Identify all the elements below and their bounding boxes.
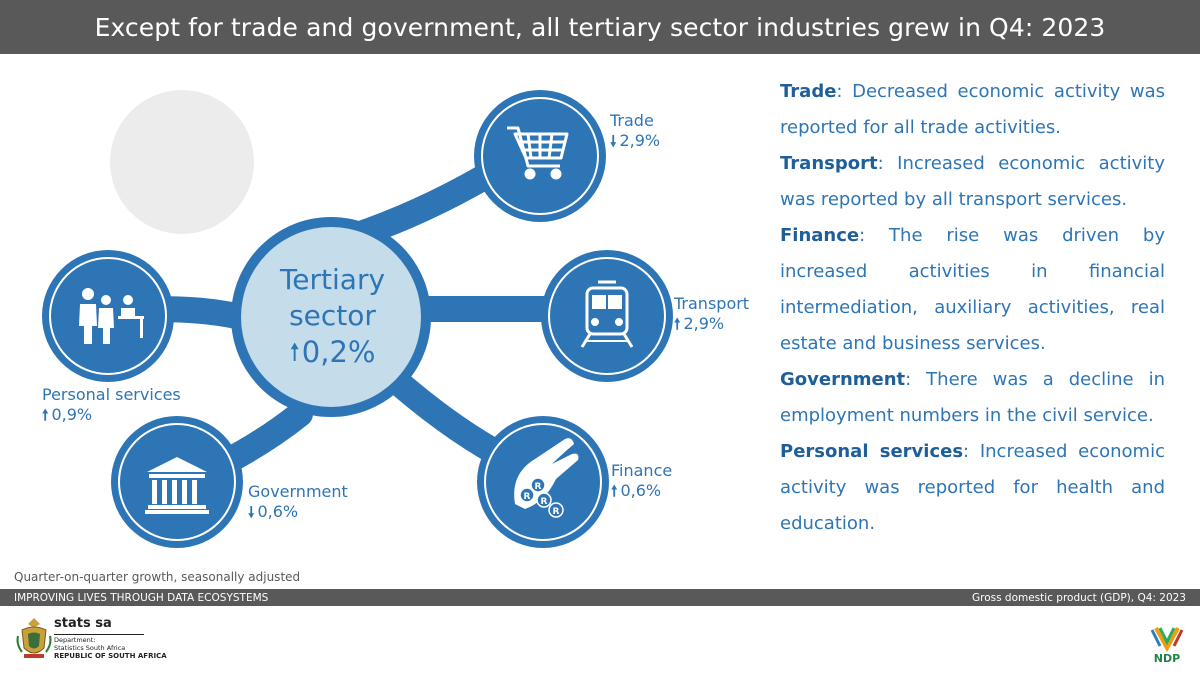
ndp-logo-icon: NDP (1150, 627, 1184, 665)
svg-text:R: R (535, 482, 542, 492)
center-circle-inner (241, 227, 421, 407)
description-government: Government: There was a decline in emplo… (780, 369, 1165, 426)
government-building-icon (145, 457, 209, 514)
arrow-up-icon: 🠕 (42, 406, 49, 424)
center-title-line2: sector (289, 299, 376, 332)
finance-node: R R R R (477, 416, 609, 548)
sector-descriptions: Trade: Decreased economic activity was r… (780, 74, 1165, 542)
personal-services-node (42, 250, 174, 382)
shopping-cart-icon (507, 126, 569, 180)
logo-dept-line2: Statistics South Africa (54, 643, 126, 652)
segment-name: Transport (674, 294, 750, 313)
diagram-graphic: R R R R (42, 90, 673, 548)
description-trade: Trade: Decreased economic activity was r… (780, 81, 1165, 138)
tertiary-sector-diagram: R R R R (0, 54, 770, 594)
bottom-bar: IMPROVING LIVES THROUGH DATA ECOSYSTEMS … (0, 589, 1200, 606)
arrow-down-icon: 🠗 (248, 503, 255, 521)
segment-value: 0,6% (257, 502, 299, 521)
logo-country: REPUBLIC OF SOUTH AFRICA (54, 652, 167, 660)
segment-label-finance: Finance 🠕 0,6% (611, 461, 672, 501)
decorative-bubble (110, 90, 254, 234)
arrow-up-icon: 🠕 (611, 482, 618, 500)
government-node (111, 416, 243, 548)
people-service-icon (79, 288, 144, 344)
train-icon (580, 280, 634, 348)
segment-value: 0,9% (51, 405, 93, 424)
footnote: Quarter-on-quarter growth, seasonally ad… (14, 570, 301, 584)
tagline: IMPROVING LIVES THROUGH DATA ECOSYSTEMS (14, 591, 269, 604)
description-personal-services: Personal services: Increased economic ac… (780, 441, 1165, 534)
page-title: Except for trade and government, all ter… (0, 0, 1200, 54)
segment-name: Government (248, 482, 348, 501)
segment-label-government: Government 🠗 0,6% (248, 482, 348, 522)
transport-node (541, 250, 673, 382)
arrow-down-icon: 🠗 (610, 132, 617, 150)
svg-text:R: R (553, 507, 560, 517)
description-finance: Finance: The rise was driven by increase… (780, 225, 1165, 354)
stats-sa-logo: stats sa Department: Statistics South Af… (54, 617, 167, 660)
hand-coins-icon: R R R R (514, 438, 579, 518)
publication-name: Gross domestic product (GDP), Q4: 2023 (971, 591, 1186, 604)
center-label: Tertiary sector 🠕 0,2% (245, 262, 420, 370)
svg-text:R: R (524, 492, 531, 502)
segment-name: Personal services (42, 385, 181, 404)
segment-value: 2,9% (683, 314, 725, 333)
segment-label-trade: Trade 🠗 2,9% (610, 111, 660, 151)
trade-node (474, 90, 606, 222)
segment-name: Trade (610, 111, 654, 130)
description-transport: Transport: Increased economic activity w… (780, 153, 1165, 210)
logo-divider (54, 634, 144, 635)
segment-label-personal-services: Personal services 🠕 0,9% (42, 385, 181, 425)
segment-value: 0,6% (620, 481, 662, 500)
logo-dept-line1: Department: (54, 636, 96, 644)
center-value: 0,2% (301, 335, 376, 369)
svg-text:R: R (541, 497, 548, 507)
segment-name: Finance (611, 461, 673, 480)
segment-value: 2,9% (619, 131, 661, 150)
arrow-up-icon: 🠕 (674, 315, 681, 333)
segment-label-transport: Transport 🠕 2,9% (674, 294, 749, 334)
coat-of-arms-icon (16, 618, 52, 658)
center-title-line1: Tertiary (279, 263, 386, 296)
ndp-text: NDP (1154, 652, 1180, 665)
logo-name: stats sa (54, 616, 112, 631)
arrow-up-icon: 🠕 (289, 338, 300, 366)
